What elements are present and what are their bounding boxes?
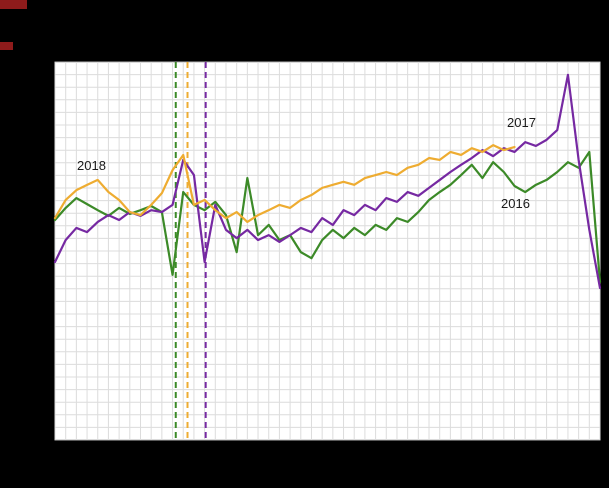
series-label-2018: 2018 bbox=[77, 158, 106, 173]
logo-fragment-top bbox=[0, 0, 27, 9]
series-label-2016: 2016 bbox=[501, 196, 530, 211]
series-label-2017: 2017 bbox=[507, 115, 536, 130]
logo-fragment-left bbox=[0, 42, 13, 50]
